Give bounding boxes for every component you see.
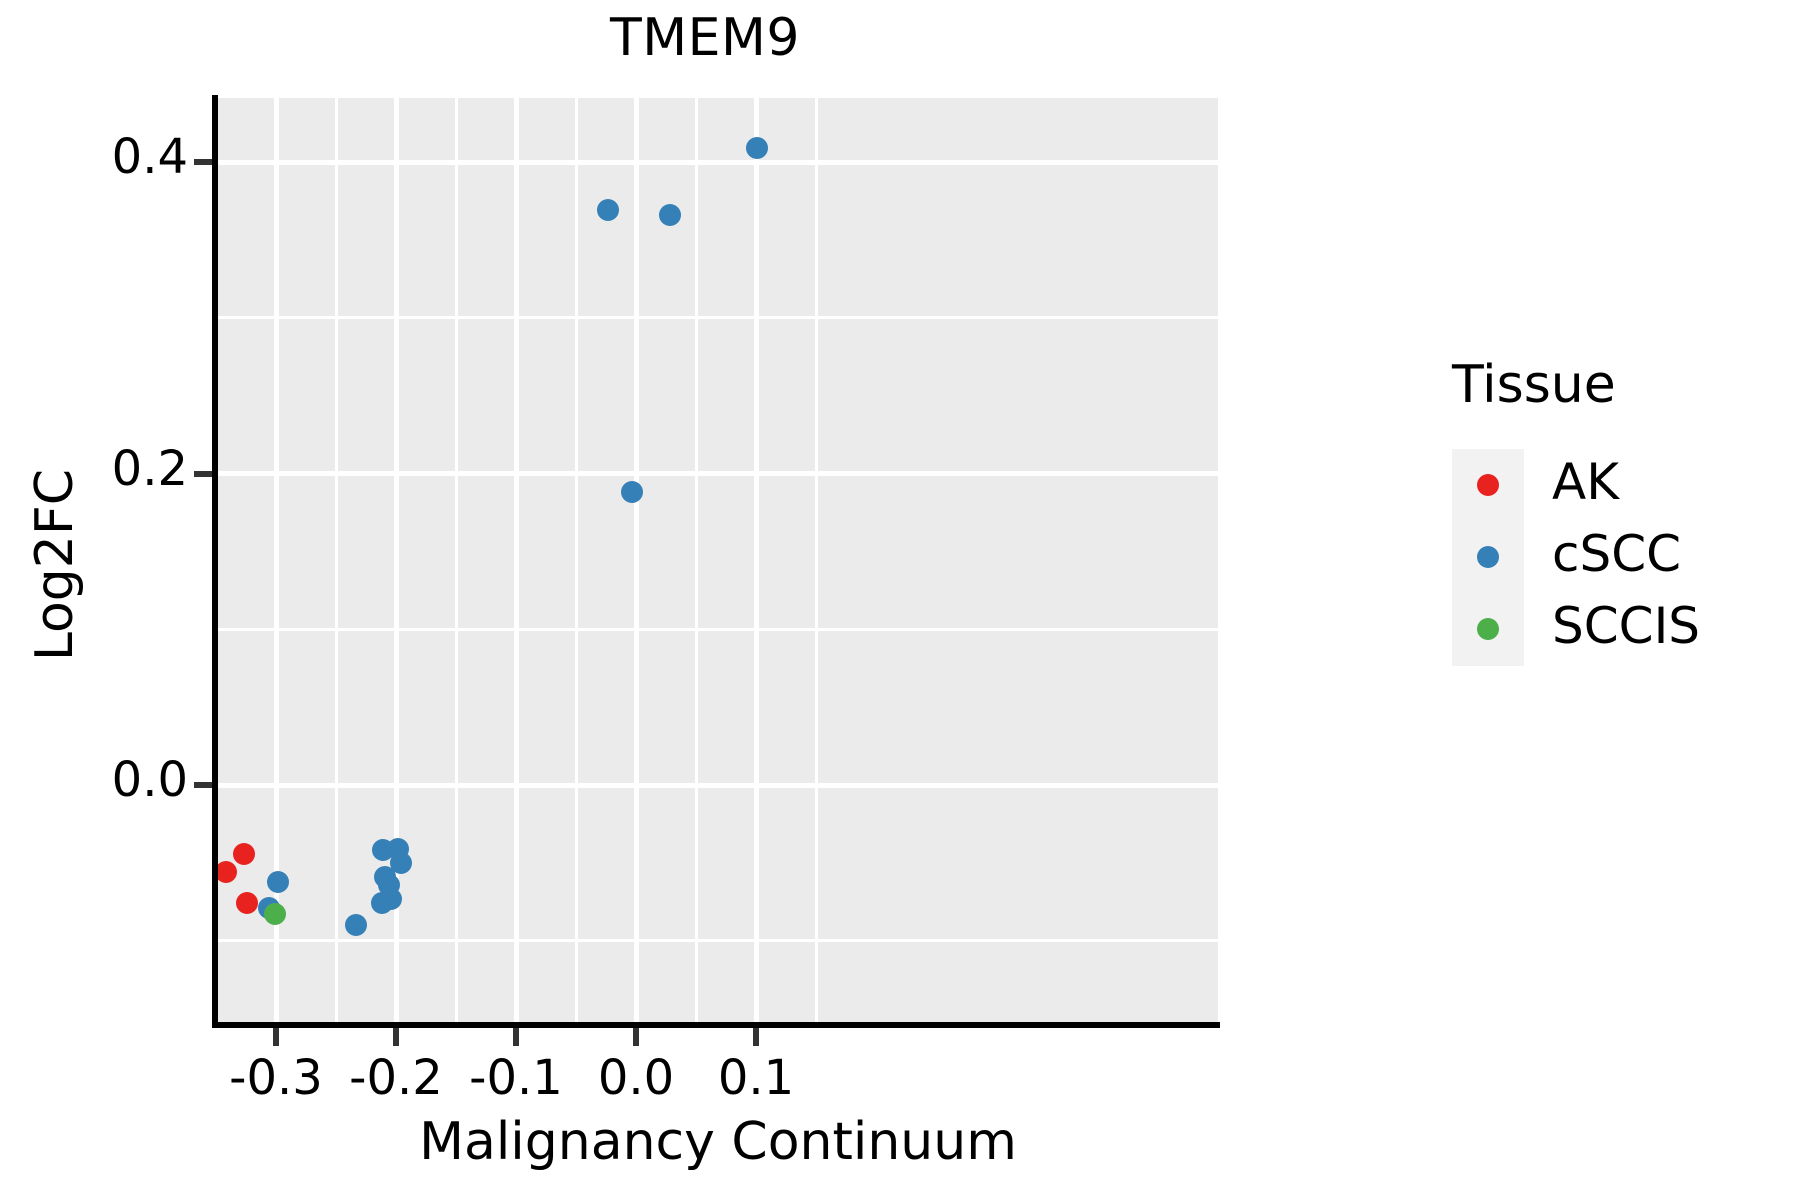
gridline-major-vertical (513, 98, 519, 1022)
gridline-major-vertical (273, 98, 279, 1022)
gridline-minor-vertical (574, 98, 578, 1022)
gridline-major-vertical (393, 98, 399, 1022)
legend-dot-icon-sccis (1477, 618, 1499, 640)
x-tick-label: 0.1 (717, 1050, 795, 1106)
data-point-cscc (389, 851, 412, 874)
y-tick-mark (194, 782, 212, 788)
data-point-cscc (746, 136, 769, 159)
gridline-major-vertical (753, 98, 759, 1022)
legend-dot-icon-ak (1477, 474, 1499, 496)
page-title: TMEM9 (610, 8, 800, 68)
y-axis-line (212, 95, 218, 1025)
y-tick-label: 0.4 (111, 129, 188, 185)
legend-key-cscc[interactable] (1452, 521, 1524, 593)
gridline-minor-vertical (694, 98, 698, 1022)
y-tick-mark (194, 159, 212, 165)
y-tick-label: 0.0 (111, 752, 188, 808)
y-axis-title: Log2FC (25, 468, 85, 662)
x-tick-mark (633, 1028, 639, 1046)
gridline-major-horizontal (218, 159, 1218, 165)
x-axis-title: Malignancy Continuum (419, 1112, 1017, 1172)
y-tick-mark (194, 470, 212, 477)
x-tick-mark (513, 1028, 519, 1046)
x-tick-mark (393, 1028, 399, 1046)
data-point-cscc (380, 887, 403, 910)
legend-key-sccis[interactable] (1452, 593, 1524, 665)
gridline-major-vertical (633, 98, 639, 1022)
gridline-minor-vertical (454, 98, 458, 1022)
legend-dot-icon-cscc (1477, 546, 1499, 568)
legend-title: Tissue (1452, 355, 1616, 415)
y-tick-label: 0.2 (111, 440, 188, 497)
data-point-cscc (658, 203, 681, 226)
data-point-cscc (345, 914, 368, 937)
gridline-minor-horizontal (218, 316, 1218, 320)
data-point-ak (232, 842, 255, 865)
legend-label-cscc: cSCC (1552, 525, 1682, 583)
gridline-major-horizontal (218, 782, 1218, 788)
x-tick-mark (273, 1028, 279, 1046)
gridline-minor-vertical (814, 98, 818, 1022)
data-point-cscc (597, 199, 620, 222)
data-point-sccis (263, 903, 286, 926)
gridline-minor-horizontal (218, 939, 1218, 943)
x-tick-mark (753, 1028, 759, 1046)
legend-label-ak: AK (1552, 453, 1619, 511)
x-tick-label: -0.3 (229, 1050, 323, 1106)
legend-key-ak[interactable] (1452, 449, 1524, 521)
x-tick-label: -0.1 (469, 1050, 563, 1106)
x-tick-label: 0.0 (597, 1050, 675, 1106)
legend-label-sccis: SCCIS (1552, 597, 1701, 655)
plot-panel (218, 98, 1218, 1022)
gridline-minor-vertical (334, 98, 338, 1022)
data-point-cscc (267, 870, 290, 893)
x-tick-label: -0.2 (349, 1050, 443, 1106)
gridline-minor-horizontal (218, 627, 1218, 631)
data-point-ak (236, 892, 259, 915)
gridline-major-horizontal (218, 471, 1218, 476)
x-axis-line (212, 1022, 1220, 1028)
data-point-ak (218, 861, 237, 884)
data-point-cscc (621, 481, 644, 504)
